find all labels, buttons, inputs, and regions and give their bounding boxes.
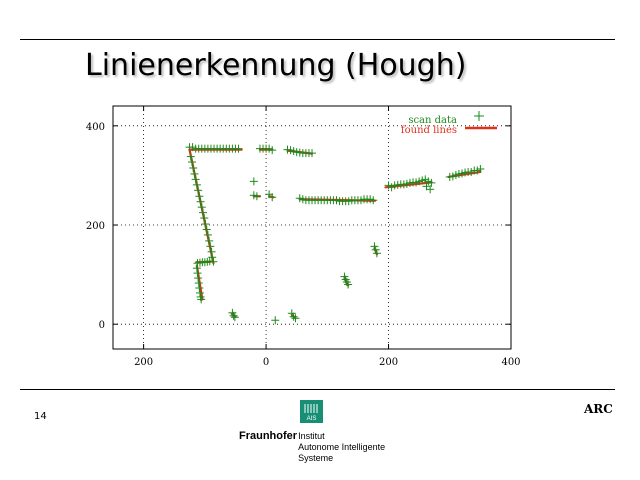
scan-point (193, 269, 202, 278)
scan-point (234, 144, 243, 153)
scan-point (252, 192, 261, 201)
tick-label-y: 400 (86, 122, 105, 133)
scan-point (229, 311, 238, 320)
scan-point (249, 177, 258, 186)
scan-point (230, 313, 239, 322)
found-line-segment (384, 181, 433, 189)
fraunhofer-logo: Fraunhofer Institut Autonome Intelligent… (239, 430, 385, 464)
scan-point (195, 192, 204, 201)
scan-point (371, 245, 380, 254)
tick-label-y: 0 (99, 320, 105, 331)
top-rule (20, 39, 615, 40)
scan-point (196, 197, 205, 206)
ais-logo-icon: AIS (304, 404, 318, 422)
axis-ticks: 0 200 400 200 0 200 400 (86, 106, 521, 368)
scan-point (187, 158, 196, 167)
bottom-rule (20, 389, 615, 390)
scan-point (199, 208, 208, 217)
tick-label-x: 200 (379, 357, 398, 368)
legend-marker-scan-data (474, 111, 484, 121)
logo-institute-name: Institut Autonome Intelligente Systeme (298, 431, 385, 464)
scan-point (289, 312, 298, 321)
legend-label-found-lines: found lines (401, 125, 457, 136)
scan-point (194, 186, 203, 195)
scan-point (195, 284, 204, 293)
scan-point (194, 274, 203, 283)
logo-line-1: Institut (298, 431, 325, 441)
page-number: 14 (34, 411, 47, 422)
ais-logo-badge: AIS (300, 400, 323, 423)
scan-point (268, 193, 277, 202)
scan-point (202, 225, 211, 234)
tick-label-x: 400 (501, 357, 520, 368)
scan-point (268, 146, 277, 155)
scan-data-series (185, 143, 485, 325)
grid (113, 106, 511, 349)
scan-point (186, 152, 195, 161)
logo-org-name: Fraunhofer (239, 430, 298, 442)
scan-point (201, 220, 210, 229)
scan-point (291, 314, 300, 323)
scan-point (271, 316, 280, 325)
found-lines-series (188, 148, 482, 320)
logo-line-3: Systeme (298, 453, 334, 463)
legend: scan data found lines (401, 111, 497, 136)
scan-point (205, 257, 214, 266)
scan-point (195, 288, 204, 297)
slide-title: Linienerkennung (Hough) (85, 48, 467, 83)
scan-point (344, 280, 353, 289)
scan-point (205, 236, 214, 245)
scan-point (203, 230, 212, 239)
scan-point (192, 180, 201, 189)
logo-line-2: Autonome Intelligente (298, 442, 386, 452)
scan-point (308, 149, 316, 158)
scan-point (197, 203, 206, 212)
scan-point (192, 264, 201, 273)
scan-point (190, 169, 199, 178)
scan-point (197, 295, 206, 304)
scan-point (370, 242, 379, 251)
scan-point (426, 185, 435, 194)
scan-point (287, 309, 296, 318)
scan-point (372, 249, 381, 258)
scan-point (206, 242, 215, 251)
scan-point (194, 279, 203, 288)
scan-point (191, 175, 200, 184)
svg-text:AIS: AIS (307, 416, 317, 422)
axis-frame (112, 105, 512, 350)
scan-point (369, 196, 378, 205)
scan-point (427, 178, 436, 187)
scan-point (200, 214, 209, 223)
tick-label-x: 200 (134, 357, 153, 368)
tick-label-x: 0 (263, 357, 269, 368)
scan-point (476, 164, 485, 173)
scan-point (189, 163, 198, 172)
footer-label: ARC (584, 402, 613, 416)
scan-point (207, 247, 216, 256)
legend-label-scan-data: scan data (408, 115, 457, 126)
tick-label-y: 200 (86, 221, 105, 232)
plot-frame (112, 105, 512, 350)
